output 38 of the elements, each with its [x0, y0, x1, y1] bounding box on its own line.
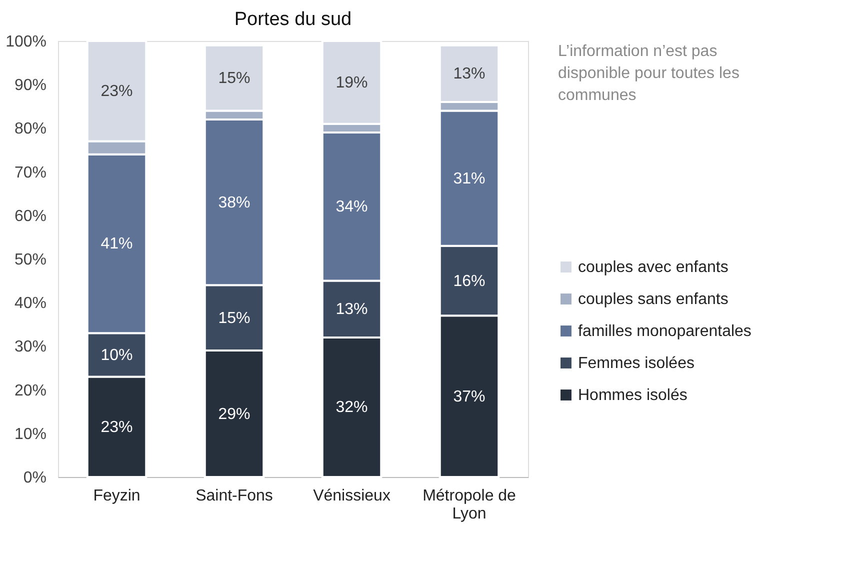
- y-tick-label: 50%: [14, 252, 46, 268]
- y-tick-label: 80%: [14, 120, 46, 138]
- data-label: 13%: [336, 301, 368, 318]
- x-tick-label: Vénissieux: [313, 488, 390, 504]
- data-label: 15%: [218, 310, 250, 327]
- legend-label: couples sans enfants: [578, 291, 728, 308]
- y-tick-label: 0%: [23, 470, 46, 486]
- data-label: 19%: [336, 74, 368, 92]
- text: L’information n’est pas disponible pour toutes les communes: [558, 43, 740, 104]
- x-tick-label: Métropole de Lyon: [422, 488, 516, 522]
- y-tick-label: 30%: [14, 338, 46, 356]
- legend-label: couples avec enfants: [578, 259, 728, 276]
- chart-title: Portes du sud: [234, 9, 352, 30]
- x-tick-label: Feyzin: [93, 488, 140, 504]
- y-tick-label: 100%: [6, 34, 46, 50]
- y-tick-label: 20%: [14, 382, 46, 400]
- data-label: 13%: [453, 66, 486, 83]
- y-tick-label: 90%: [14, 77, 46, 94]
- data-label: 23%: [100, 83, 133, 100]
- data-label: 37%: [453, 388, 486, 406]
- data-label: 38%: [218, 194, 250, 212]
- data-label: 16%: [453, 272, 486, 290]
- legend-label: Hommes isolés: [578, 387, 688, 404]
- y-tick-label: 40%: [14, 295, 46, 312]
- data-label: 32%: [336, 399, 368, 416]
- y-tick-label: 70%: [14, 164, 46, 182]
- data-label: 23%: [100, 418, 133, 436]
- data-label: 31%: [453, 170, 486, 188]
- y-tick-label: 10%: [14, 426, 46, 443]
- data-label: 29%: [218, 406, 250, 423]
- data-label: 15%: [218, 70, 250, 88]
- legend-label: Femmes isolées: [578, 355, 694, 372]
- legend-label: familles monoparentales: [578, 323, 752, 340]
- data-label: 34%: [336, 198, 368, 216]
- y-tick-label: 60%: [14, 208, 46, 225]
- data-label: 41%: [100, 236, 133, 253]
- data-label: 10%: [100, 346, 133, 364]
- x-tick-label: Saint-Fons: [196, 488, 273, 504]
